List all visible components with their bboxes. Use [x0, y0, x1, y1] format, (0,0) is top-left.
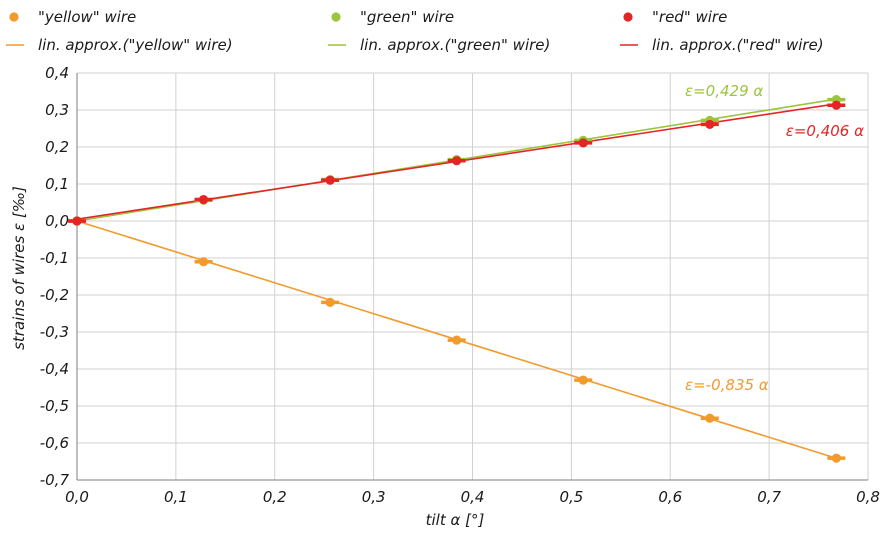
- legend-marker: [623, 12, 633, 22]
- data-point: [831, 100, 841, 110]
- data-point: [452, 156, 462, 166]
- x-axis-label: tilt α [°]: [426, 511, 485, 529]
- x-tick-label: 0,8: [856, 488, 880, 506]
- data-point: [705, 413, 715, 423]
- y-tick-label: -0,1: [40, 249, 69, 267]
- x-tick-label: 0,0: [65, 488, 89, 506]
- y-tick-label: -0,4: [40, 360, 69, 378]
- data-points: [68, 95, 846, 463]
- data-point: [705, 119, 715, 130]
- data-point: [578, 138, 588, 148]
- y-tick-label: 0,0: [45, 212, 69, 230]
- y-tick-label: -0,2: [40, 286, 69, 304]
- legend-entry: "yellow" wire: [38, 8, 136, 26]
- data-point: [325, 297, 335, 307]
- fit-lines: [76, 98, 837, 460]
- legend-entry: "red" wire: [652, 8, 727, 26]
- legend-entry: lin. approx.("green" wire): [360, 36, 550, 54]
- data-point: [72, 216, 82, 226]
- legend-entry: lin. approx.("yellow" wire): [38, 36, 233, 54]
- fit-equation-label: ε=-0,835 α: [685, 376, 769, 394]
- x-tick-label: 0,3: [362, 488, 386, 506]
- y-tick-label: -0,5: [40, 397, 69, 415]
- tick-labels: 0,0 0,1 0,2 0,3 0,4 0,5 0,6 0,7 0,8 0,4 0,3 0,2 0,1 0…: [40, 64, 880, 506]
- legend: "yellow" wire "green" wire "red" wire lin. …: [6, 8, 824, 54]
- axes: [76, 73, 868, 481]
- legend-entry: lin. approx.("red" wire): [652, 36, 824, 54]
- data-point: [578, 375, 588, 385]
- y-axis-label: strains of wires ε [‰]: [10, 186, 28, 350]
- x-tick-label: 0,2: [263, 488, 287, 506]
- fit-annotations: ε=-0,835 α ε=0,429 α ε=0,406 α: [685, 82, 864, 394]
- data-point: [452, 335, 462, 345]
- fit-equation-label: ε=0,406 α: [786, 122, 864, 140]
- grid: [77, 72, 869, 481]
- x-tick-label: 0,6: [658, 488, 682, 506]
- legend-marker: [331, 12, 341, 22]
- y-tick-label: -0,3: [40, 323, 69, 341]
- x-tick-label: 0,7: [757, 488, 781, 506]
- y-tick-label: 0,1: [45, 175, 69, 193]
- fit-equation-label: ε=0,429 α: [685, 82, 763, 100]
- y-tick-label: 0,3: [45, 101, 69, 119]
- y-tick-label: -0,6: [40, 434, 69, 452]
- y-tick-label: 0,4: [45, 64, 69, 82]
- x-tick-label: 0,5: [559, 488, 583, 506]
- data-point: [325, 175, 335, 185]
- legend-entry: "green" wire: [360, 8, 454, 26]
- y-tick-label: -0,7: [40, 471, 70, 489]
- legend-marker: [9, 12, 19, 22]
- data-point: [831, 453, 841, 463]
- x-tick-label: 0,1: [164, 488, 188, 506]
- x-tick-label: 0,4: [461, 488, 485, 506]
- y-tick-label: 0,2: [45, 138, 69, 156]
- data-point: [198, 194, 209, 205]
- data-point: [198, 257, 209, 267]
